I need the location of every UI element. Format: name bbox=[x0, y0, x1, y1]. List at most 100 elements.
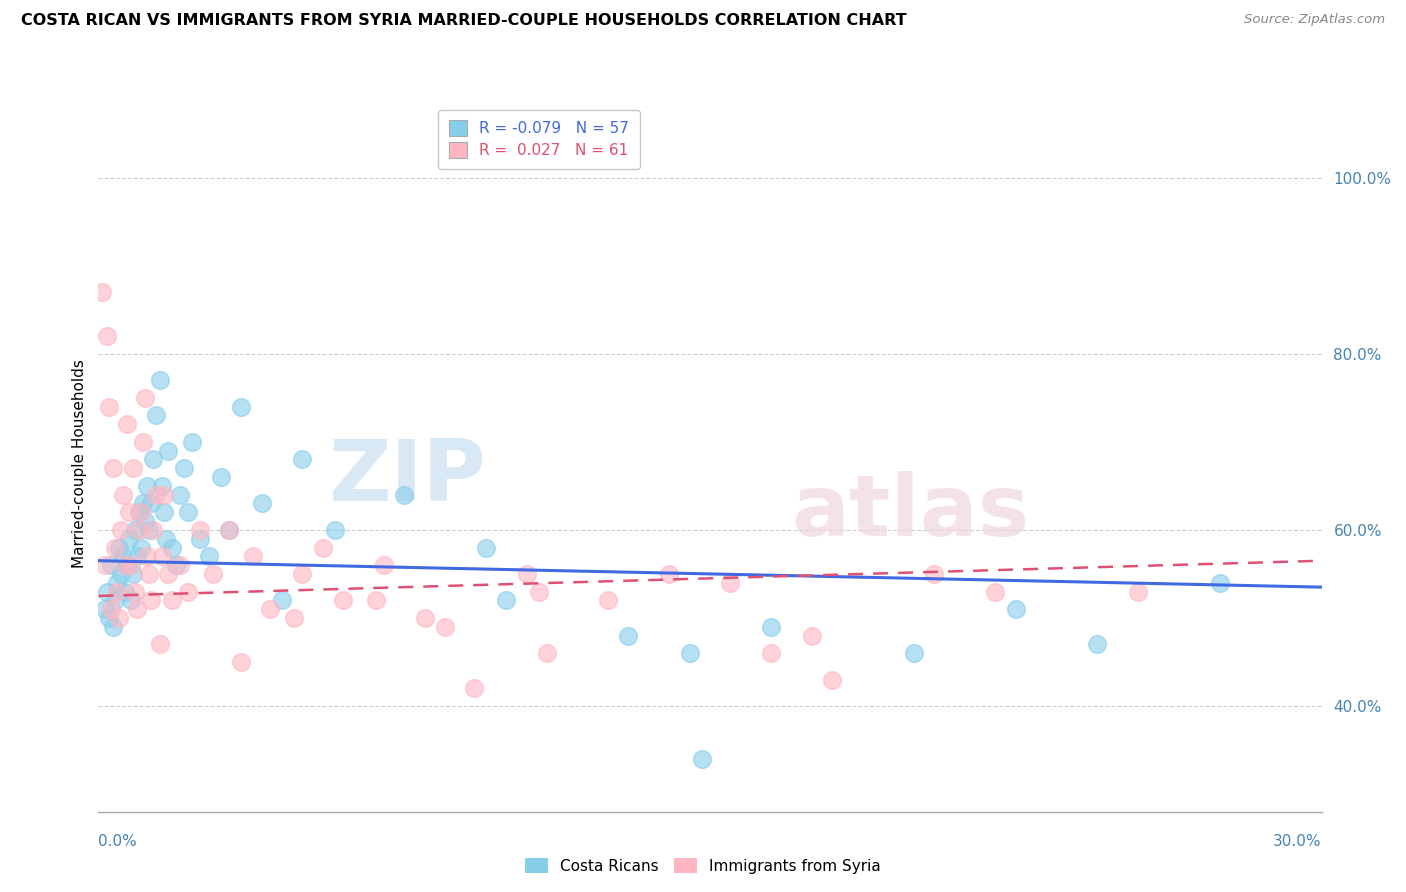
Point bbox=[759, 620, 782, 634]
Point bbox=[132, 434, 155, 449]
Point bbox=[104, 593, 127, 607]
Point bbox=[250, 496, 273, 510]
Point bbox=[127, 549, 149, 564]
Point bbox=[128, 505, 150, 519]
Point bbox=[142, 523, 165, 537]
Point bbox=[93, 558, 115, 573]
Text: COSTA RICAN VS IMMIGRANTS FROM SYRIA MARRIED-COUPLE HOUSEHOLDS CORRELATION CHART: COSTA RICAN VS IMMIGRANTS FROM SYRIA MAR… bbox=[21, 13, 907, 29]
Point bbox=[759, 646, 782, 660]
Point bbox=[136, 549, 159, 564]
Point bbox=[1085, 637, 1108, 651]
Point bbox=[312, 541, 335, 555]
Point bbox=[259, 602, 281, 616]
Point bbox=[127, 602, 149, 616]
Point bbox=[188, 523, 212, 537]
Point bbox=[1128, 584, 1150, 599]
Point bbox=[132, 496, 155, 510]
Point bbox=[903, 646, 925, 660]
Point bbox=[392, 488, 416, 502]
Point bbox=[150, 549, 173, 564]
Point bbox=[142, 452, 165, 467]
Point bbox=[108, 611, 131, 625]
Point bbox=[100, 602, 122, 616]
Point bbox=[413, 611, 436, 625]
Point bbox=[1208, 575, 1232, 590]
Point bbox=[96, 584, 118, 599]
Point bbox=[110, 523, 132, 537]
Point bbox=[801, 629, 824, 643]
Point bbox=[115, 417, 138, 432]
Text: atlas: atlas bbox=[792, 471, 1029, 554]
Point bbox=[129, 541, 152, 555]
Point bbox=[231, 655, 253, 669]
Point bbox=[463, 681, 485, 696]
Point bbox=[169, 558, 191, 573]
Point bbox=[101, 620, 124, 634]
Point bbox=[122, 461, 145, 475]
Point bbox=[97, 611, 120, 625]
Point bbox=[152, 488, 174, 502]
Point bbox=[984, 584, 1007, 599]
Point bbox=[150, 479, 173, 493]
Point bbox=[596, 593, 619, 607]
Point bbox=[108, 541, 131, 555]
Point bbox=[291, 566, 314, 581]
Point bbox=[122, 566, 145, 581]
Point bbox=[658, 566, 681, 581]
Point bbox=[291, 452, 314, 467]
Legend: Costa Ricans, Immigrants from Syria: Costa Ricans, Immigrants from Syria bbox=[519, 852, 887, 880]
Point bbox=[201, 566, 224, 581]
Text: 30.0%: 30.0% bbox=[1274, 834, 1322, 849]
Point bbox=[218, 523, 240, 537]
Point bbox=[120, 593, 142, 607]
Point bbox=[177, 505, 200, 519]
Text: Source: ZipAtlas.com: Source: ZipAtlas.com bbox=[1244, 13, 1385, 27]
Point bbox=[118, 532, 141, 546]
Point bbox=[111, 488, 134, 502]
Point bbox=[141, 593, 163, 607]
Point bbox=[495, 593, 517, 607]
Point bbox=[527, 584, 550, 599]
Point bbox=[134, 391, 156, 405]
Point bbox=[160, 541, 183, 555]
Point bbox=[922, 566, 945, 581]
Point bbox=[138, 523, 160, 537]
Point bbox=[821, 673, 844, 687]
Point bbox=[115, 558, 138, 573]
Point bbox=[690, 752, 713, 766]
Point bbox=[134, 514, 156, 528]
Point bbox=[156, 566, 179, 581]
Point bbox=[93, 602, 115, 616]
Point bbox=[141, 496, 163, 510]
Point bbox=[138, 566, 160, 581]
Point bbox=[101, 461, 124, 475]
Point bbox=[149, 373, 172, 387]
Point bbox=[145, 409, 167, 423]
Point bbox=[169, 488, 191, 502]
Point bbox=[218, 523, 240, 537]
Point bbox=[145, 488, 167, 502]
Point bbox=[152, 505, 174, 519]
Point bbox=[364, 593, 387, 607]
Point bbox=[718, 575, 742, 590]
Point bbox=[197, 549, 219, 564]
Point bbox=[156, 443, 179, 458]
Point bbox=[97, 400, 120, 414]
Point bbox=[104, 541, 127, 555]
Point bbox=[231, 400, 253, 414]
Point bbox=[332, 593, 354, 607]
Point bbox=[136, 479, 159, 493]
Point bbox=[188, 532, 212, 546]
Point bbox=[536, 646, 558, 660]
Point bbox=[155, 532, 177, 546]
Text: ZIP: ZIP bbox=[328, 435, 486, 518]
Point bbox=[105, 575, 128, 590]
Point bbox=[100, 558, 122, 573]
Point bbox=[128, 523, 150, 537]
Point bbox=[91, 285, 114, 299]
Point bbox=[516, 566, 538, 581]
Point bbox=[110, 566, 132, 581]
Y-axis label: Married-couple Households: Married-couple Households bbox=[72, 359, 87, 568]
Point bbox=[173, 461, 195, 475]
Point bbox=[165, 558, 187, 573]
